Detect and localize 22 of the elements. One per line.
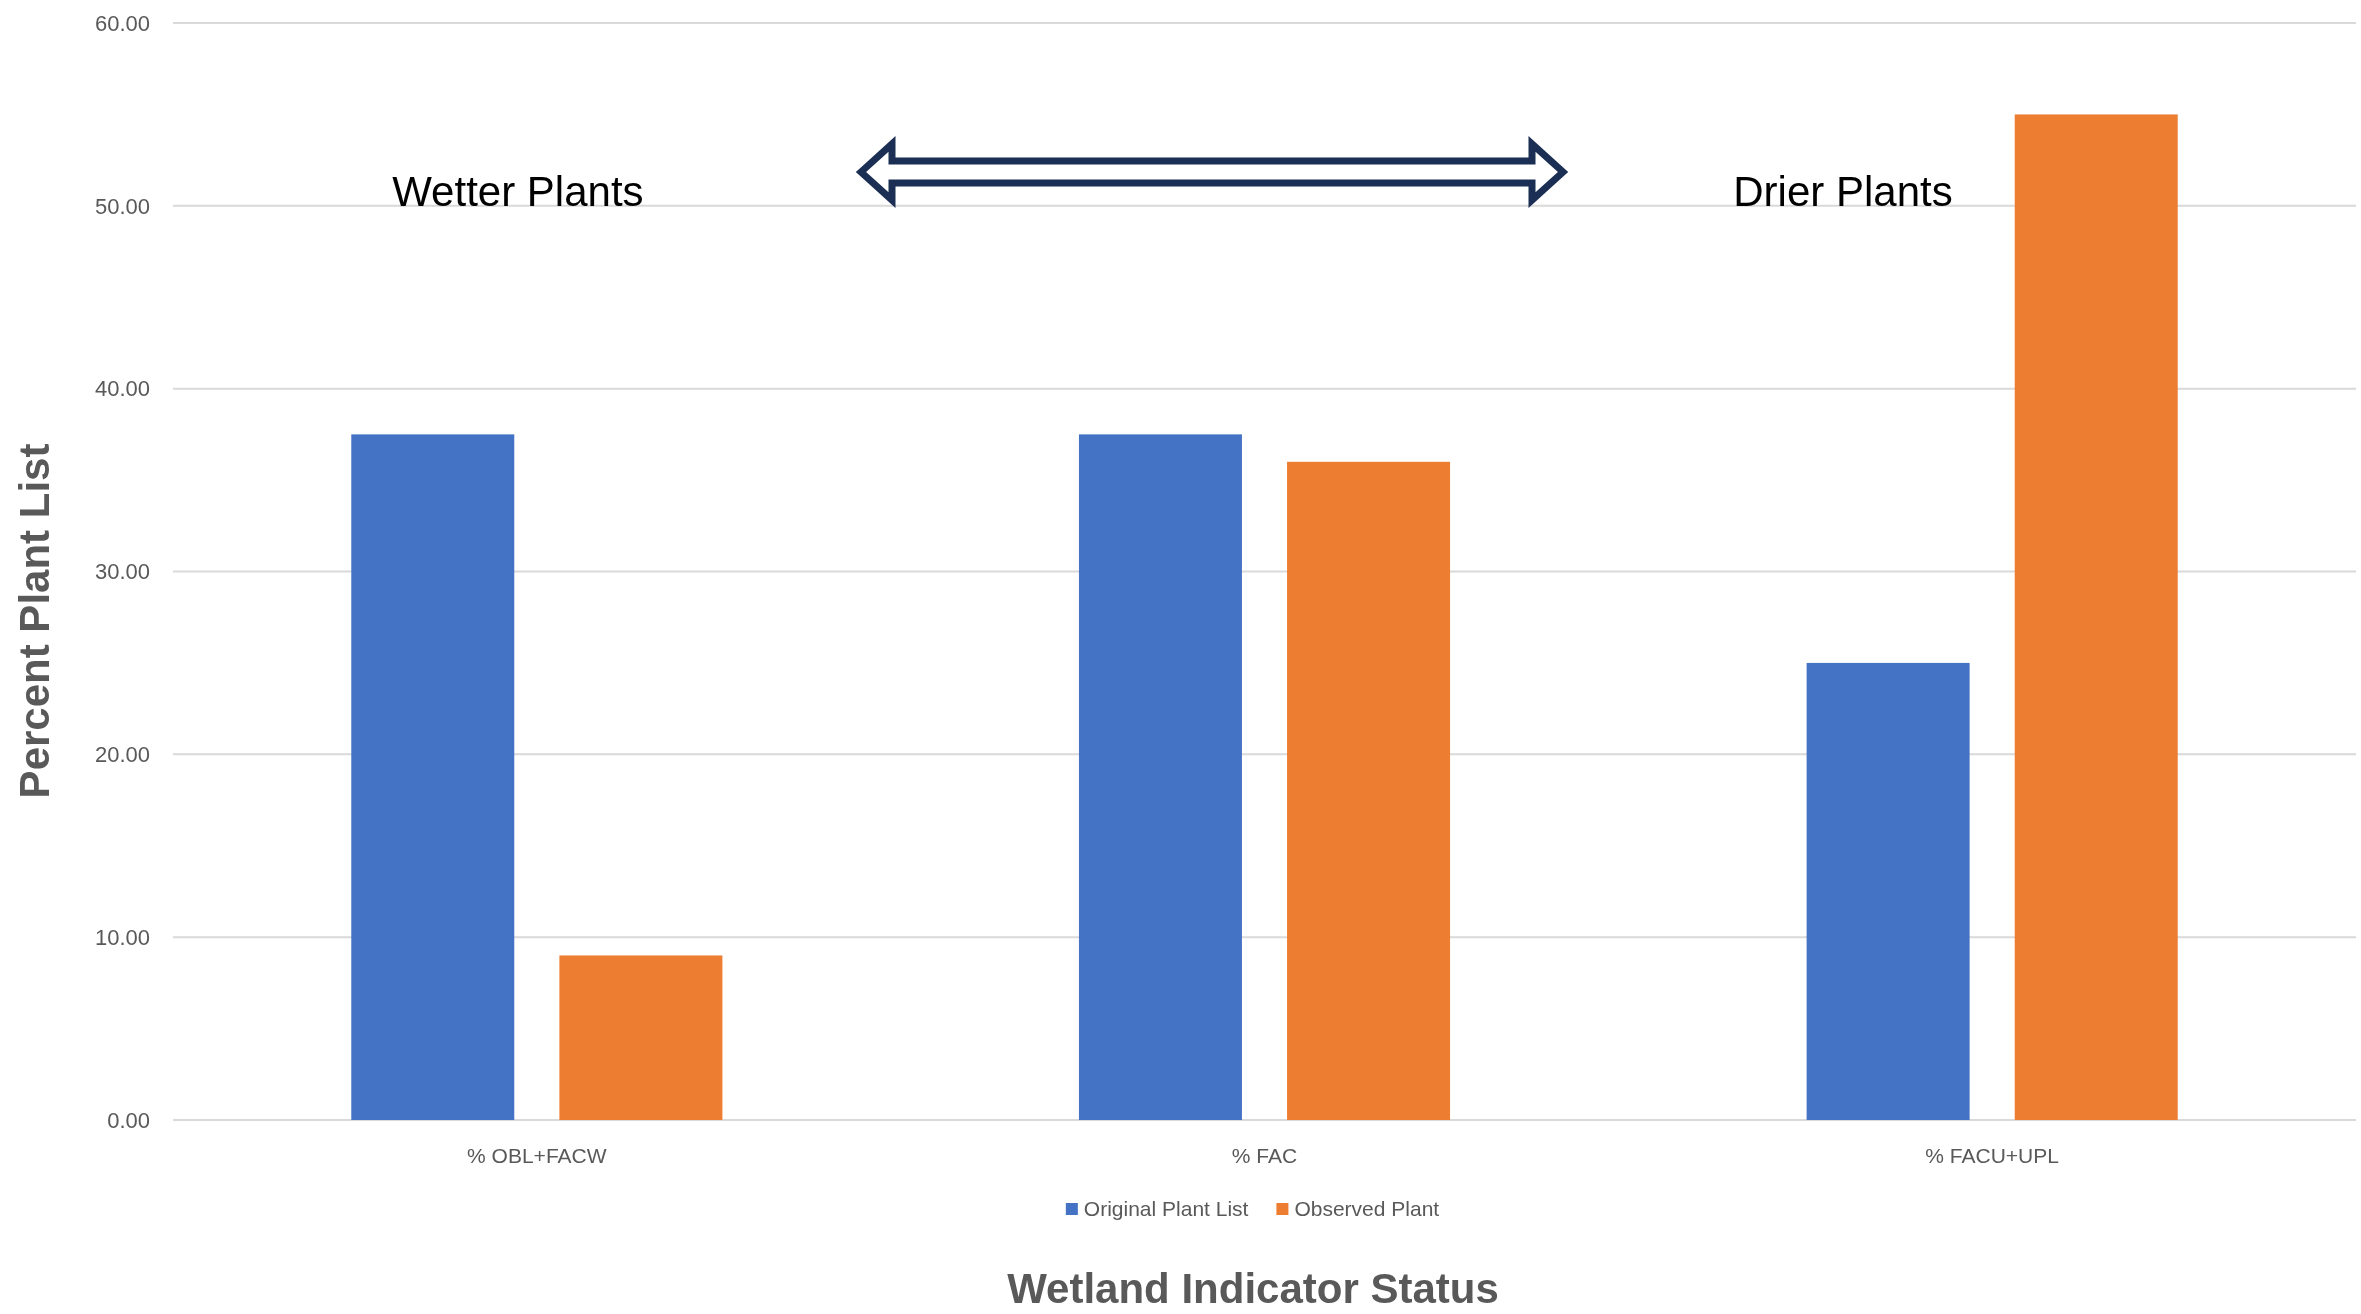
- bar: [1078, 434, 1242, 1120]
- annotation: Drier Plants: [1733, 168, 1953, 215]
- y-tick-label: 20.00: [94, 742, 150, 768]
- bar: [559, 955, 723, 1120]
- legend-label: Observed Plant: [1294, 1197, 1440, 1221]
- y-tick-label: 10.00: [94, 924, 150, 950]
- y-tick-label: 40.00: [94, 376, 150, 402]
- bar: [2014, 114, 2178, 1120]
- x-tick-label: % OBL+FACW: [467, 1144, 607, 1167]
- y-tick-label: 60.00: [94, 10, 150, 36]
- y-axis-title: Percent Plant List: [11, 443, 58, 799]
- bar: [1287, 461, 1451, 1120]
- y-tick-label: 30.00: [94, 559, 150, 585]
- annotation: Wetter Plants: [392, 168, 644, 215]
- y-tick-label: 50.00: [94, 193, 150, 219]
- y-tick-label: 0.00: [107, 1107, 150, 1133]
- bar: [351, 434, 515, 1120]
- x-tick-label: % FACU+UPL: [1925, 1144, 2059, 1167]
- x-tick-label: % FAC: [1231, 1144, 1298, 1167]
- bar: [1806, 662, 1970, 1120]
- x-axis-title: Wetland Indicator Status: [1007, 1265, 1499, 1312]
- legend-label: Original Plant List: [1083, 1197, 1249, 1221]
